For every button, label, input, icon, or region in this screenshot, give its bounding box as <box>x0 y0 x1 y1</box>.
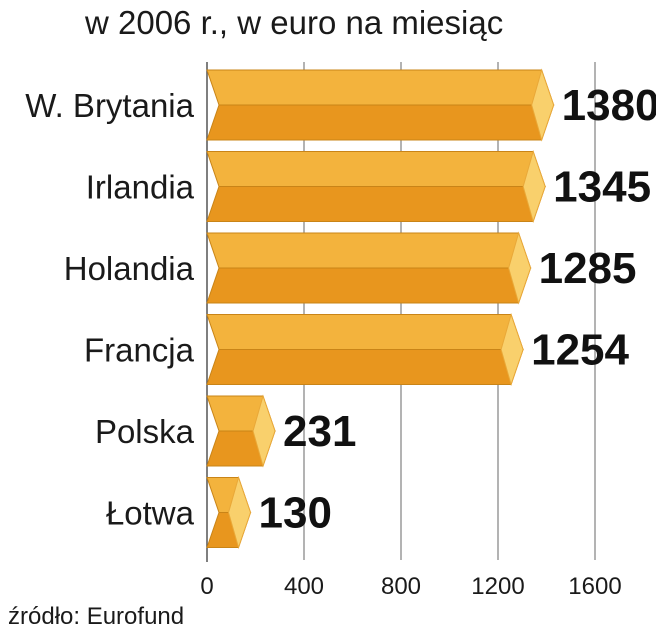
x-axis-ticks: 0 400 800 1200 1600 <box>200 573 621 600</box>
bar-end-cap <box>508 231 532 305</box>
bar-top-face <box>206 151 546 187</box>
tick-label: 1200 <box>471 573 524 600</box>
value-label: 130 <box>259 489 332 538</box>
bar-bottom-face <box>206 104 555 141</box>
bar-top-face <box>206 69 555 106</box>
category-label: Holandia <box>64 250 195 287</box>
value-label: 1285 <box>539 244 637 293</box>
bar <box>206 312 524 387</box>
bar-end-cap <box>500 312 524 387</box>
bar <box>206 231 532 305</box>
bar-end-cap <box>522 149 546 224</box>
bar <box>206 475 252 550</box>
bar-end-cap <box>252 394 276 468</box>
bar <box>206 68 555 142</box>
bar-top-face <box>206 314 524 350</box>
gridlines <box>206 62 596 562</box>
tick-label: 800 <box>381 573 421 600</box>
bar-end-cap <box>531 68 555 142</box>
bar <box>206 394 276 468</box>
source-note: źródło: Eurofund <box>8 603 184 630</box>
value-labels: 1380 1345 1285 1254 231 130 <box>259 81 656 538</box>
chart-subtitle: w 2006 r., w euro na miesiąc <box>84 4 503 41</box>
bar-bottom-face <box>206 267 532 304</box>
category-labels: W. Brytania Irlandia Holandia Francja Polska… <box>25 87 194 532</box>
category-label: Francja <box>84 332 195 369</box>
value-label: 1345 <box>553 163 651 212</box>
category-label: W. Brytania <box>25 87 194 124</box>
value-label: 1254 <box>531 326 629 375</box>
bar-top-face <box>206 232 532 269</box>
category-label: Łotwa <box>106 495 195 532</box>
bar <box>206 149 546 224</box>
category-label: Irlandia <box>86 169 195 206</box>
bar-end-cap <box>228 475 252 550</box>
category-label: Polska <box>95 413 195 450</box>
tick-label: 0 <box>200 573 213 600</box>
bar-bottom-face <box>206 349 524 385</box>
bars <box>206 68 555 550</box>
value-label: 231 <box>283 407 356 456</box>
tick-label: 1600 <box>568 573 621 600</box>
tick-label: 400 <box>284 573 324 600</box>
bar-bottom-face <box>206 186 546 222</box>
value-label: 1380 <box>562 81 656 130</box>
